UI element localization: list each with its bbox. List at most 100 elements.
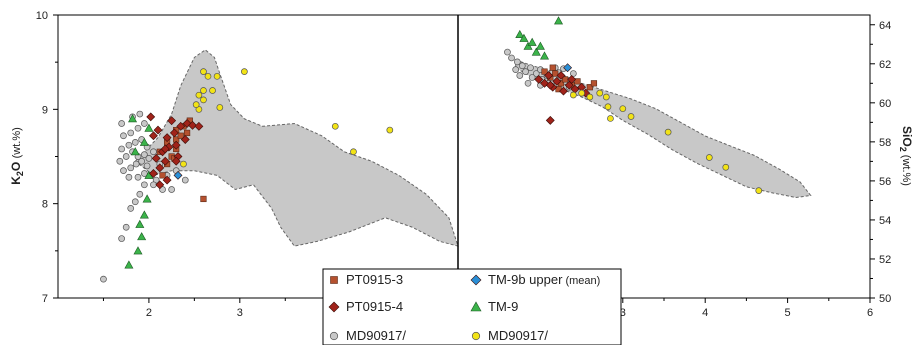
data-point	[513, 58, 521, 66]
data-point	[508, 54, 515, 62]
data-point	[155, 163, 165, 173]
data-point	[386, 126, 394, 134]
data-point	[124, 260, 134, 269]
data-point	[171, 156, 181, 166]
right-y-tick-label: 54	[879, 215, 891, 227]
data-point	[171, 140, 181, 150]
data-point	[180, 135, 190, 144]
data-point	[664, 128, 672, 136]
data-point	[146, 112, 156, 122]
data-point	[755, 187, 763, 195]
data-point	[159, 186, 166, 193]
data-point	[153, 125, 163, 135]
legend: PT0915-3 TM-9b upper (mean) PT0915-4 TM-9 MD…	[322, 268, 622, 350]
data-point	[134, 173, 142, 181]
legend-label: PT0915-4	[346, 299, 403, 314]
data-point	[200, 96, 207, 104]
right-series-tm-9b-upper-mean	[563, 63, 573, 73]
data-point	[545, 80, 555, 90]
data-point	[216, 104, 224, 111]
legend-entry: TM-9b upper (mean)	[470, 272, 600, 287]
data-point	[149, 169, 158, 178]
data-point	[194, 121, 204, 131]
left-series-tm-9	[124, 114, 154, 269]
left-series-tm-9b-upper-mean	[173, 170, 183, 180]
data-point	[527, 64, 534, 72]
data-point	[602, 93, 610, 101]
right-y-tick-label: 50	[879, 293, 891, 305]
data-point	[574, 78, 581, 85]
data-point	[122, 153, 130, 160]
data-point	[559, 86, 568, 96]
data-point	[607, 115, 614, 122]
data-point	[532, 70, 540, 77]
data-point	[127, 164, 135, 172]
data-point	[138, 157, 145, 165]
data-point	[162, 175, 172, 185]
data-point	[627, 113, 635, 120]
data-point	[120, 132, 127, 140]
data-point	[118, 235, 125, 242]
legend-entry: PT0915-3	[330, 272, 403, 287]
right-y-tick-label: 62	[879, 59, 891, 71]
data-point	[118, 120, 125, 127]
x-tick-label: 2	[146, 307, 152, 319]
right-y-tick-label: 52	[879, 254, 891, 266]
legend-label: PT0915-3	[346, 272, 403, 287]
data-point	[176, 121, 186, 131]
left-series-md90917-ln1-ln2	[100, 110, 189, 283]
data-point	[116, 157, 124, 165]
data-point	[586, 84, 593, 91]
legend-label: MD90917/	[346, 328, 406, 343]
x-tick-label: 6	[867, 307, 873, 319]
legend-marker-square	[330, 276, 338, 284]
data-point	[195, 91, 203, 99]
legend-marker-diamond	[470, 274, 482, 286]
data-point	[133, 246, 143, 255]
right-y-axis-label: SiO2 (wt.%)	[898, 126, 914, 186]
data-point	[241, 68, 248, 75]
data-point	[125, 173, 133, 181]
legend-label: MD90917/	[488, 328, 548, 343]
data-point	[177, 132, 184, 139]
data-point	[183, 129, 191, 137]
data-point	[541, 68, 548, 75]
data-point	[130, 147, 140, 156]
data-point	[619, 105, 627, 113]
data-point	[180, 160, 187, 168]
data-point	[535, 41, 545, 50]
data-point	[127, 205, 135, 212]
legend-marker-triangle	[470, 301, 482, 312]
data-point	[596, 89, 604, 97]
data-point	[200, 87, 207, 94]
data-point	[524, 79, 532, 87]
data-point	[168, 186, 175, 193]
data-point	[519, 33, 529, 42]
data-point	[523, 41, 533, 50]
data-point	[604, 103, 612, 111]
x-tick-label: 4	[702, 307, 708, 319]
left-y-tick-label: 9	[42, 104, 48, 116]
data-point	[515, 29, 525, 39]
data-point	[160, 144, 170, 154]
data-point	[552, 76, 562, 86]
data-point	[213, 72, 221, 80]
right-series-tm-9	[515, 16, 564, 60]
data-point	[534, 74, 544, 84]
right-y-tick-label: 64	[879, 20, 891, 32]
data-point	[159, 172, 166, 179]
left-series-pt0915-4	[146, 112, 204, 190]
data-point	[137, 232, 147, 241]
data-point	[567, 74, 577, 84]
data-point	[122, 223, 130, 231]
legend-marker-diamond	[328, 301, 340, 313]
data-point	[139, 210, 149, 219]
data-point	[528, 74, 536, 81]
data-point	[204, 72, 212, 80]
data-point	[522, 68, 529, 75]
data-point	[162, 133, 172, 143]
data-point	[181, 176, 189, 184]
data-point	[518, 62, 526, 70]
